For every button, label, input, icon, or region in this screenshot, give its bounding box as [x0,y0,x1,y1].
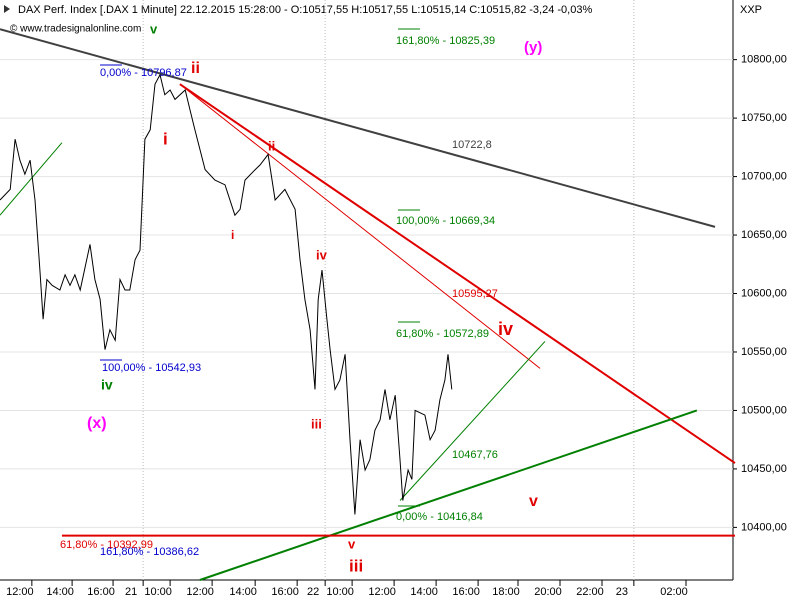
trendline [179,83,736,464]
annotation: 161,80% - 10825,39 [396,35,495,47]
x-tick-label: 12:00 [6,586,34,598]
annotation: 161,80% - 10386,62 [100,546,199,558]
y-tick-label: 10750,00 [741,112,787,124]
x-tick-label: 20:00 [534,586,562,598]
annotation: iii [349,556,363,575]
y-tick-label: 10400,00 [741,521,787,533]
annotation: 10467,76 [452,449,498,461]
annotation: 10722,8 [452,139,492,151]
annotation: iii [311,416,322,431]
y-tick-label: 10600,00 [741,287,787,299]
x-tick-label: 16:00 [271,586,299,598]
credit: © www.tradesignalonline.com [10,24,141,35]
annotation: ii [191,60,200,77]
x-tick-label: 22 [307,586,319,598]
x-tick-label: 21 [125,586,137,598]
annotation: 61,80% - 10392,99 [60,539,153,551]
annotation: v [529,493,538,510]
annotation: 100,00% - 10669,34 [396,215,495,227]
y-tick-label: 10650,00 [741,229,787,241]
x-tick-label: 12:00 [368,586,396,598]
annotation: 61,80% - 10572,89 [396,328,489,340]
corner-label: XXP [740,4,762,16]
trendline [0,28,716,228]
annotation: 100,00% - 10542,93 [102,362,201,374]
x-tick-label: 14:00 [46,586,74,598]
annotation: (x) [87,415,107,432]
x-tick-label: 16:00 [87,586,115,598]
x-tick-label: 02:00 [660,586,688,598]
x-tick-label: 12:00 [186,586,214,598]
y-tick-label: 10700,00 [741,170,787,182]
marker [4,5,10,13]
annotation: (y) [524,39,542,56]
x-tick-label: 23 [616,586,628,598]
y-tick-label: 10550,00 [741,346,787,358]
trendline [179,83,541,369]
trendline [0,142,63,216]
header-title: DAX Perf. Index [.DAX 1 Minute] 22.12.20… [18,4,592,16]
annotation: 10595,27 [452,288,498,300]
x-tick-label: 14:00 [229,586,257,598]
price-line [0,73,453,515]
x-tick-label: 14:00 [410,586,438,598]
annotation: 0,00% - 10416,84 [396,511,483,523]
annotation: v [150,21,158,36]
y-tick-label: 10800,00 [741,54,787,66]
annotation: v [348,536,356,551]
x-tick-label: 22:00 [576,586,604,598]
annotation: 0,00% - 10796,87 [100,67,187,79]
annotation: iv [101,377,113,393]
annotation: ii [268,138,275,153]
x-tick-label: 10:00 [326,586,354,598]
annotation: iv [316,247,328,262]
annotation: iv [498,319,513,339]
trendline [199,409,698,581]
x-tick-label: 18:00 [492,586,520,598]
y-tick-label: 10450,00 [741,463,787,475]
annotation: i [231,228,234,242]
y-tick-label: 10500,00 [741,404,787,416]
x-tick-label: 16:00 [452,586,480,598]
x-tick-label: 10:00 [144,586,172,598]
trendline [399,341,546,501]
annotation: i [163,129,168,148]
